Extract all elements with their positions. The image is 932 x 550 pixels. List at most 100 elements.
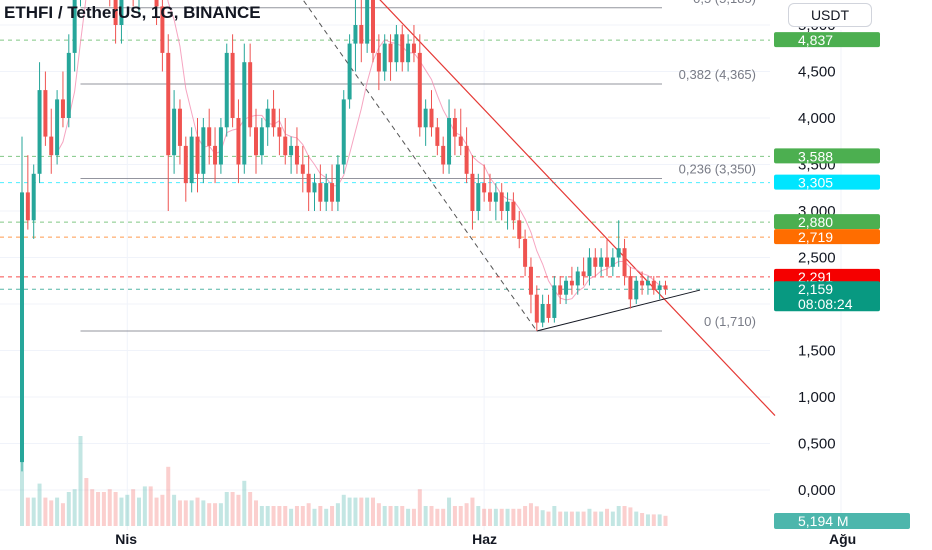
candle-body: [37, 90, 42, 174]
candle-body: [183, 145, 188, 184]
candle-body: [511, 201, 516, 221]
candle-body: [423, 108, 428, 128]
volume-bar: [657, 514, 662, 526]
candle-body: [581, 271, 586, 277]
candle-body: [283, 136, 288, 156]
volume-bar: [271, 506, 276, 526]
candle-body: [411, 43, 416, 53]
candle-body: [119, 0, 124, 26]
candle-body: [189, 136, 194, 184]
moving-averages: [56, 0, 666, 301]
volume-bar: [283, 506, 288, 526]
volume-bar: [353, 497, 358, 526]
volume-bar: [148, 486, 153, 526]
y-tick-label: 1,500: [798, 343, 836, 360]
descending-trendline: [379, 0, 776, 417]
candle-body: [359, 25, 364, 44]
price-badge: [774, 174, 880, 190]
volume-bar: [25, 497, 30, 526]
candle-body: [599, 257, 604, 267]
candle-body: [230, 52, 235, 118]
candle-body: [312, 183, 317, 193]
candle-body: [271, 108, 276, 128]
candle-body: [72, 0, 77, 53]
candle-body: [207, 127, 212, 146]
volume-bar: [183, 500, 188, 526]
volume-bar: [224, 492, 229, 526]
candle-body: [447, 118, 452, 165]
volume-bar: [330, 506, 335, 526]
candle-body: [657, 285, 662, 291]
volume-bar: [137, 497, 141, 526]
volume-bar: [195, 497, 200, 526]
trend-lines: [302, 0, 776, 417]
volume-bar: [189, 500, 194, 526]
candle-body: [552, 285, 557, 318]
candle-body: [277, 127, 282, 137]
volume-bar: [172, 494, 177, 526]
volume-bar: [37, 483, 42, 526]
volume-bar: [640, 513, 645, 526]
candle-body: [406, 43, 411, 63]
candle-body: [20, 192, 24, 463]
volume-bar: [254, 500, 258, 526]
candle-body: [55, 99, 60, 156]
volume-bar: [634, 511, 639, 526]
volume-bar: [43, 497, 48, 526]
candle-body: [224, 52, 229, 128]
candle-body: [499, 192, 504, 211]
candle-body: [265, 108, 270, 128]
volume-bar: [470, 497, 475, 526]
volume-bar: [201, 500, 206, 526]
y-tick-label: 4,500: [798, 64, 836, 81]
volume-bar: [306, 503, 311, 526]
volume-bar: [587, 508, 592, 526]
candle-body: [517, 220, 522, 239]
volume-bar: [411, 508, 416, 526]
volume-bar: [605, 508, 609, 526]
candle-body: [213, 145, 218, 165]
current-price-badge: [774, 281, 880, 312]
candle-body: [640, 280, 645, 286]
candle-body: [452, 118, 457, 137]
candle-body: [558, 285, 563, 295]
volume-bar: [213, 503, 218, 526]
candle-body: [166, 52, 171, 156]
price-axis[interactable]: 0,0000,5001,0001,5002,0002,5003,0003,500…: [798, 0, 836, 499]
candle-body: [66, 52, 71, 118]
y-tick-label: 4,000: [798, 110, 836, 127]
candle-body: [488, 192, 492, 202]
volume-bar: [96, 492, 101, 526]
volume-bar: [528, 503, 533, 526]
candle-body: [259, 127, 264, 156]
candle-body: [394, 34, 399, 63]
volume-bar: [616, 506, 621, 526]
volume-bar: [119, 497, 124, 526]
volume-bar: [581, 511, 586, 526]
volume-bar: [101, 492, 106, 526]
time-axis[interactable]: Nis Haz Ağu: [115, 531, 856, 547]
price-badge-text: 2,880: [798, 214, 833, 230]
candle-body: [534, 294, 539, 323]
candle-body: [610, 257, 615, 267]
volume-bar: [84, 478, 89, 526]
candle-body: [569, 280, 574, 286]
volume-bar: [347, 497, 352, 526]
volume-bar: [294, 506, 299, 526]
candle-body: [347, 43, 352, 100]
candle-body: [353, 25, 358, 44]
volume-bar: [107, 489, 112, 526]
volume-bar: [131, 489, 136, 526]
dashed-diagonal: [302, 0, 538, 332]
fib-label: 0 (1,710): [704, 314, 756, 329]
volume-bar: [359, 497, 364, 526]
candle-body: [417, 52, 422, 128]
candle-body: [575, 271, 580, 286]
currency-unit-selector[interactable]: USDT: [788, 3, 872, 27]
candle-body: [400, 34, 405, 63]
volume-bar: [207, 503, 212, 526]
volume-bar: [31, 497, 36, 526]
candle-body: [587, 257, 592, 277]
candle-body: [201, 127, 206, 174]
